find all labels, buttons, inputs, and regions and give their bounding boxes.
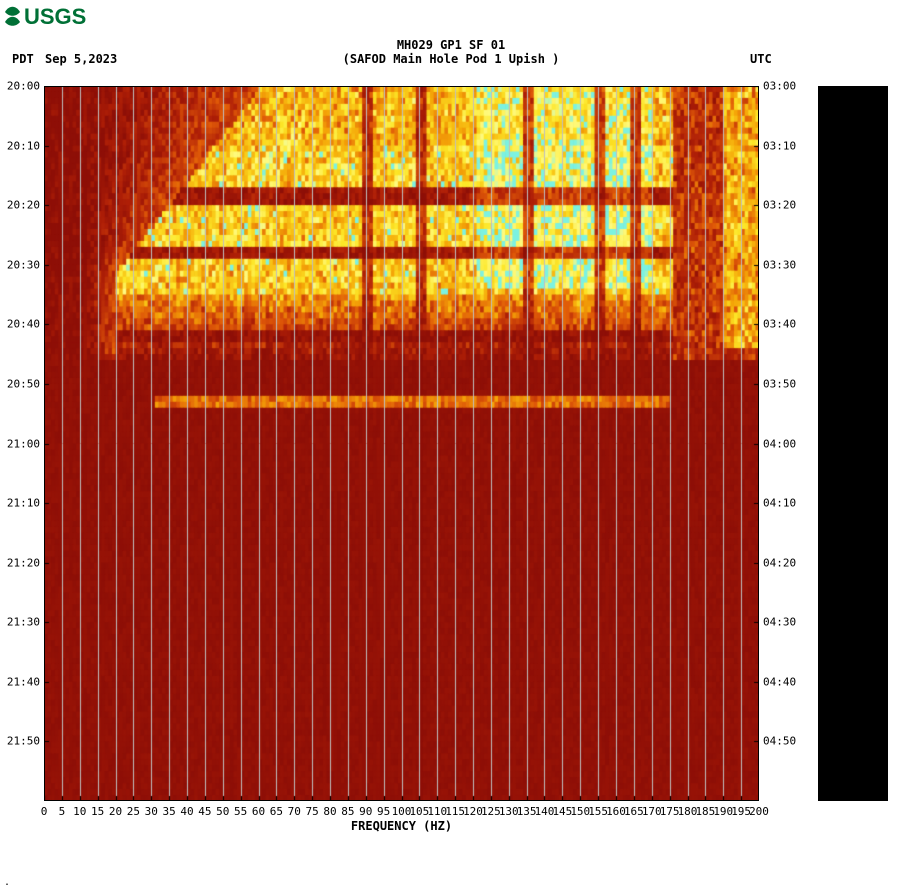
y-right-tick: 04:00 — [763, 437, 796, 450]
y-right-tick: 03:00 — [763, 80, 796, 93]
y-right-tick: 03:20 — [763, 199, 796, 212]
chart-title-line1: MH029 GP1 SF 01 — [397, 38, 505, 52]
y-right-tick: 04:40 — [763, 675, 796, 688]
y-left-tick: 20:50 — [7, 377, 40, 390]
y-right-tick: 03:40 — [763, 318, 796, 331]
x-tick: 5 — [59, 805, 66, 818]
x-tick: 0 — [41, 805, 48, 818]
x-tick: 70 — [288, 805, 301, 818]
spectrogram-plot: FREQUENCY (HZ) 20:0003:0020:1003:1020:20… — [44, 86, 759, 801]
colorbar — [818, 86, 888, 801]
x-tick: 45 — [198, 805, 211, 818]
y-right-tick: 03:50 — [763, 377, 796, 390]
x-axis-label: FREQUENCY (HZ) — [351, 819, 452, 833]
y-left-tick: 20:40 — [7, 318, 40, 331]
y-left-tick: 20:10 — [7, 139, 40, 152]
x-tick: 40 — [180, 805, 193, 818]
x-tick: 20 — [109, 805, 122, 818]
y-left-tick: 20:00 — [7, 80, 40, 93]
x-tick: 35 — [163, 805, 176, 818]
y-left-tick: 21:40 — [7, 675, 40, 688]
y-left-tick: 21:30 — [7, 616, 40, 629]
x-tick: 200 — [749, 805, 769, 818]
x-tick: 25 — [127, 805, 140, 818]
y-left-tick: 20:20 — [7, 199, 40, 212]
timezone-left-label: PDT — [12, 52, 34, 66]
x-tick: 65 — [270, 805, 283, 818]
date-label: Sep 5,2023 — [45, 52, 117, 66]
y-right-tick: 03:30 — [763, 258, 796, 271]
x-tick: 80 — [323, 805, 336, 818]
y-left-tick: 21:10 — [7, 497, 40, 510]
x-tick: 10 — [73, 805, 86, 818]
x-tick: 55 — [234, 805, 247, 818]
x-tick: 60 — [252, 805, 265, 818]
usgs-logo: USGS — [4, 3, 100, 31]
x-tick: 50 — [216, 805, 229, 818]
x-tick: 90 — [359, 805, 372, 818]
y-left-tick: 21:00 — [7, 437, 40, 450]
y-left-tick: 20:30 — [7, 258, 40, 271]
chart-title-line2: (SAFOD Main Hole Pod 1 Upish ) — [343, 52, 560, 66]
x-tick: 15 — [91, 805, 104, 818]
y-right-tick: 04:50 — [763, 735, 796, 748]
y-right-tick: 03:10 — [763, 139, 796, 152]
y-right-tick: 04:10 — [763, 497, 796, 510]
y-left-tick: 21:20 — [7, 556, 40, 569]
usgs-logo-text: USGS — [24, 4, 86, 29]
x-tick: 85 — [341, 805, 354, 818]
x-tick: 30 — [145, 805, 158, 818]
y-right-tick: 04:20 — [763, 556, 796, 569]
x-tick: 75 — [306, 805, 319, 818]
x-tick: 95 — [377, 805, 390, 818]
spectrogram-canvas — [44, 86, 759, 801]
y-right-tick: 04:30 — [763, 616, 796, 629]
timezone-right-label: UTC — [750, 52, 772, 66]
footer-text: . — [4, 877, 10, 888]
y-left-tick: 21:50 — [7, 735, 40, 748]
